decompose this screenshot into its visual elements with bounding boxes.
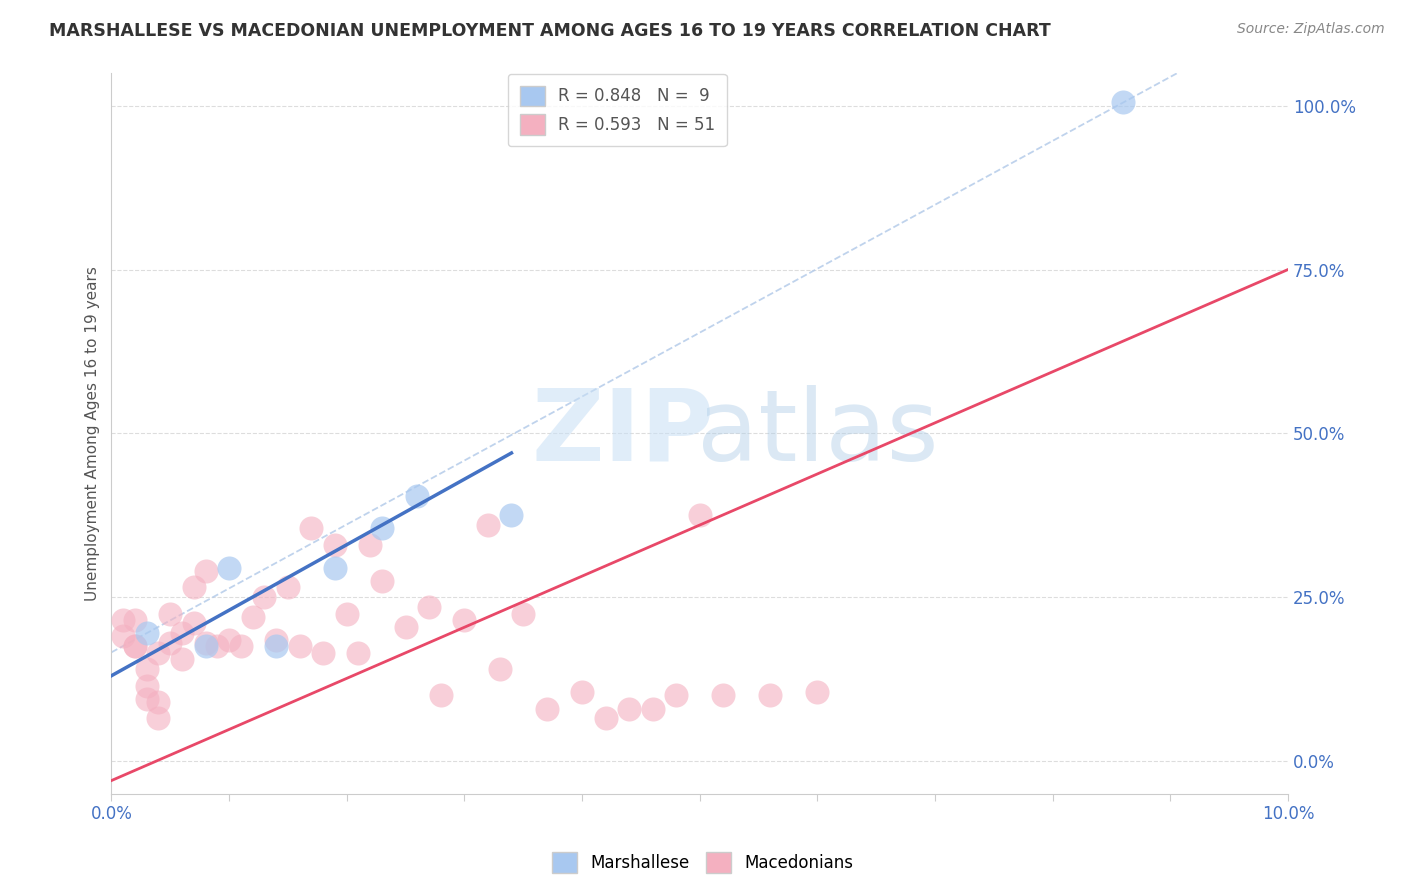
Text: MARSHALLESE VS MACEDONIAN UNEMPLOYMENT AMONG AGES 16 TO 19 YEARS CORRELATION CHA: MARSHALLESE VS MACEDONIAN UNEMPLOYMENT A… bbox=[49, 22, 1050, 40]
Point bbox=[371, 574, 394, 588]
Point bbox=[430, 689, 453, 703]
Point bbox=[194, 564, 217, 578]
Point bbox=[288, 640, 311, 654]
Point bbox=[124, 613, 146, 627]
Point bbox=[183, 616, 205, 631]
Point bbox=[135, 679, 157, 693]
Point bbox=[336, 607, 359, 621]
Text: ZIP: ZIP bbox=[531, 384, 714, 482]
Point bbox=[1112, 95, 1135, 110]
Point bbox=[641, 701, 664, 715]
Point bbox=[595, 711, 617, 725]
Point bbox=[312, 646, 335, 660]
Point bbox=[253, 590, 276, 604]
Point bbox=[124, 640, 146, 654]
Point bbox=[170, 652, 193, 666]
Point bbox=[148, 646, 170, 660]
Point bbox=[347, 646, 370, 660]
Point bbox=[418, 599, 440, 614]
Point bbox=[207, 640, 229, 654]
Point bbox=[135, 662, 157, 676]
Point bbox=[359, 538, 381, 552]
Point bbox=[135, 626, 157, 640]
Point bbox=[323, 538, 346, 552]
Point bbox=[394, 619, 416, 633]
Point bbox=[194, 636, 217, 650]
Point bbox=[371, 521, 394, 535]
Point bbox=[218, 632, 240, 647]
Point bbox=[159, 636, 181, 650]
Point bbox=[194, 640, 217, 654]
Point bbox=[406, 489, 429, 503]
Point bbox=[501, 508, 523, 523]
Point bbox=[665, 689, 688, 703]
Point bbox=[277, 580, 299, 594]
Point bbox=[159, 607, 181, 621]
Point bbox=[477, 518, 499, 533]
Point bbox=[112, 613, 135, 627]
Point bbox=[170, 626, 193, 640]
Point bbox=[617, 701, 640, 715]
Point bbox=[711, 689, 734, 703]
Point bbox=[112, 629, 135, 643]
Point bbox=[148, 711, 170, 725]
Point bbox=[759, 689, 782, 703]
Point bbox=[453, 613, 475, 627]
Point bbox=[264, 632, 287, 647]
Y-axis label: Unemployment Among Ages 16 to 19 years: Unemployment Among Ages 16 to 19 years bbox=[86, 266, 100, 601]
Point bbox=[301, 521, 323, 535]
Legend: Marshallese, Macedonians: Marshallese, Macedonians bbox=[546, 846, 860, 880]
Point bbox=[512, 607, 534, 621]
Point bbox=[689, 508, 711, 523]
Text: Source: ZipAtlas.com: Source: ZipAtlas.com bbox=[1237, 22, 1385, 37]
Point bbox=[135, 691, 157, 706]
Text: atlas: atlas bbox=[696, 384, 938, 482]
Legend: R = 0.848   N =  9, R = 0.593   N = 51: R = 0.848 N = 9, R = 0.593 N = 51 bbox=[508, 74, 727, 146]
Point bbox=[536, 701, 558, 715]
Point bbox=[488, 662, 510, 676]
Point bbox=[264, 640, 287, 654]
Point bbox=[218, 560, 240, 574]
Point bbox=[183, 580, 205, 594]
Point bbox=[148, 695, 170, 709]
Point bbox=[229, 640, 252, 654]
Point bbox=[323, 560, 346, 574]
Point bbox=[242, 609, 264, 624]
Point bbox=[806, 685, 828, 699]
Point bbox=[571, 685, 593, 699]
Point bbox=[124, 640, 146, 654]
